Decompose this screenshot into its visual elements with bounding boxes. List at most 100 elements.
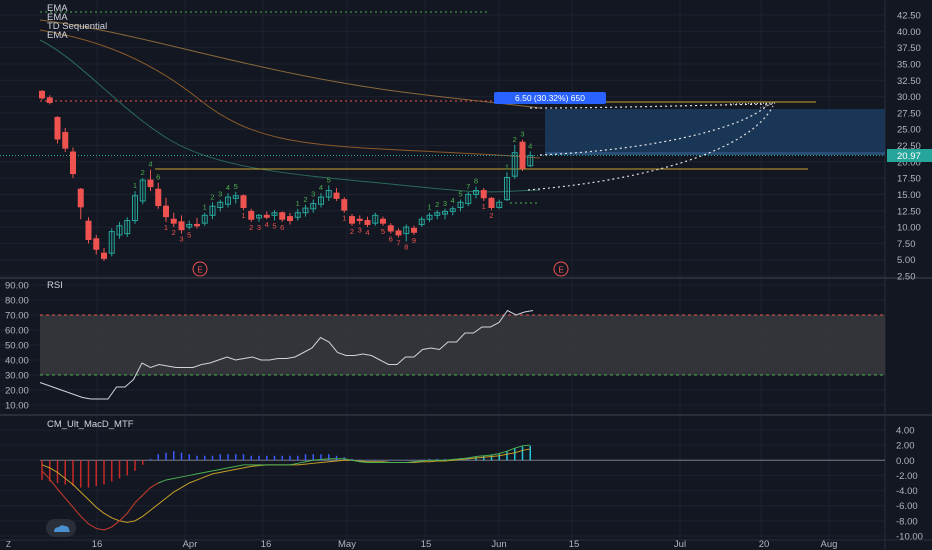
legend-ema-3[interactable]: EMA: [47, 30, 68, 41]
price-axis-label: 37.50: [897, 43, 921, 54]
price-axis-label: 12.50: [897, 206, 921, 217]
rsi-axis-label: 70.00: [5, 311, 29, 322]
tradingview-logo[interactable]: [46, 519, 76, 537]
legend-ema-1[interactable]: EMA: [47, 3, 68, 14]
rsi-band: [40, 315, 885, 375]
candle-down: [341, 199, 348, 211]
td-count-up: 2: [210, 192, 214, 201]
macd-axis-label: -6.00: [896, 501, 918, 512]
td-count-down: 1: [482, 202, 486, 211]
td-count-up: 4: [319, 183, 323, 192]
earnings-marker: [553, 261, 569, 277]
price-axis-label: 32.50: [897, 76, 921, 87]
td-count-up: 3: [218, 190, 222, 199]
macd-axis-label: -10.00: [896, 532, 923, 543]
price-axis-label: 27.50: [897, 108, 921, 119]
td-count-up: 3: [520, 130, 524, 139]
candle-down: [395, 230, 402, 236]
price-axis-label: 40.00: [897, 27, 921, 38]
candle-up: [302, 207, 309, 214]
earnings-marker: [192, 261, 208, 277]
candle-down: [46, 97, 53, 103]
price-axis-label: 17.50: [897, 174, 921, 185]
td-count-up: 2: [513, 135, 517, 144]
rsi-axis-label: 30.00: [5, 371, 29, 382]
td-count-up: 2: [435, 200, 439, 209]
price-axis-label: 2.50: [897, 272, 916, 283]
candle-up: [108, 231, 115, 254]
td-count-down: 9: [412, 236, 416, 245]
candlestick-series: [39, 90, 534, 261]
cloud-icon: [54, 525, 70, 532]
price-axis-label: 10.00: [897, 223, 921, 234]
candle-up: [434, 212, 441, 216]
candle-up: [132, 195, 138, 222]
time-axis-label: May: [338, 539, 356, 550]
legend-ema-2[interactable]: EMA: [47, 12, 68, 23]
macd-axis-label: -2.00: [896, 471, 918, 482]
macd-axis-label: 4.00: [896, 426, 915, 437]
candle-up: [186, 223, 193, 228]
candle-up: [271, 212, 278, 216]
td-count-up: 4: [451, 196, 455, 205]
candle-down: [488, 197, 495, 208]
candle-down: [39, 90, 45, 99]
rsi-axis-label: 50.00: [5, 341, 29, 352]
candle-down: [163, 205, 169, 218]
candle-down: [62, 131, 69, 149]
td-count-down: 4: [265, 220, 269, 229]
candle-down: [480, 190, 487, 199]
rsi-axis-label: 90.00: [5, 281, 29, 292]
candle-up: [209, 205, 216, 216]
td-count-down: 2: [489, 211, 493, 220]
rsi-pane: [39, 309, 885, 400]
macd-axis-label: -8.00: [896, 516, 918, 527]
macd-title[interactable]: CM_Ult_MacD_MTF: [47, 419, 134, 430]
projection-path-2: [539, 104, 769, 156]
candle-down: [70, 151, 76, 175]
candle-up: [124, 220, 131, 235]
earnings-marker-label: E: [558, 266, 563, 275]
macd-axis-label: 0.00: [896, 456, 915, 467]
td-count-up: 3: [443, 199, 447, 208]
td-count-up: 1: [505, 162, 509, 171]
td-count-down: 2: [350, 227, 354, 236]
rsi-title[interactable]: RSI: [47, 280, 63, 291]
td-count-up: 5: [458, 190, 462, 199]
td-count-up: 1: [427, 203, 431, 212]
candle-down: [77, 188, 84, 208]
legend-td-sequential[interactable]: TD Sequential: [47, 21, 108, 32]
td-count-up: 1: [203, 203, 207, 212]
td-count-up: 7: [466, 182, 470, 191]
candle-down: [380, 218, 386, 224]
projection-arrowhead: [729, 102, 776, 109]
candle-down: [178, 221, 185, 231]
candle-up: [217, 201, 224, 208]
candle-down: [147, 179, 154, 188]
candle-up: [116, 225, 123, 236]
price-axis[interactable]: 42.5040.0037.5035.0032.5030.0027.5025.00…: [5, 11, 932, 543]
price-axis-label: 20.00: [897, 157, 921, 168]
td-count-down: 5: [381, 227, 385, 236]
candle-down: [519, 141, 526, 169]
td-count-up: 1: [296, 199, 300, 208]
candle-down: [54, 116, 61, 140]
td-count-down: 3: [257, 223, 261, 232]
candle-down: [248, 210, 255, 220]
projection-path-3: [527, 105, 774, 191]
td-count-down: 6: [280, 223, 284, 232]
earnings-marker-label: E: [197, 266, 202, 275]
candle-down: [240, 195, 247, 208]
macd-axis-label: -4.00: [896, 486, 918, 497]
candle-down: [387, 225, 394, 232]
candle-up: [232, 195, 239, 199]
candle-down: [85, 220, 92, 240]
rsi-axis-label: 40.00: [5, 356, 29, 367]
time-axis[interactable]: 16 Apr 16 May 15 Jun 15 Jul 20 Aug Z: [6, 539, 837, 550]
price-axis-label: 15.00: [897, 190, 921, 201]
candle-up: [496, 201, 503, 208]
target-zone-edge: [545, 152, 885, 155]
td-count-down: 6: [389, 235, 393, 244]
